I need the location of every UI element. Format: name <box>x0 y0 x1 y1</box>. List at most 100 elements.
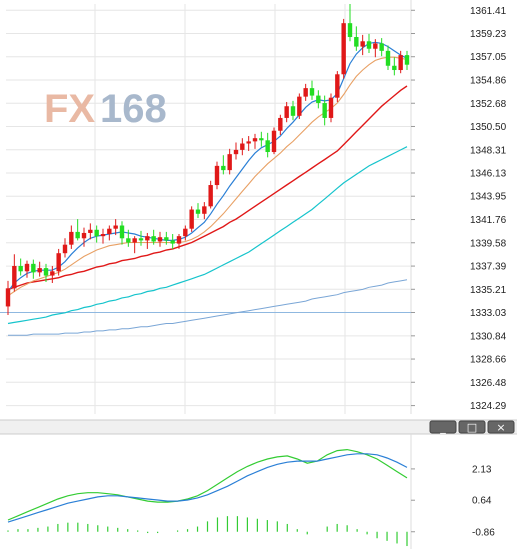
maximize-button-bg <box>458 420 486 434</box>
candle-body <box>176 236 182 244</box>
candle-body <box>18 265 23 272</box>
ma-cyan-line <box>7 146 408 325</box>
candle-body <box>126 238 131 243</box>
candle-body <box>208 185 213 207</box>
price-axis: 1361.41 1359.23 1357.05 1354.86 1352.68 1350.… <box>411 6 507 412</box>
y-tick-label: 1335.21 <box>470 285 507 296</box>
candle-body <box>88 229 93 233</box>
candle-body <box>119 225 125 239</box>
candle-body <box>100 234 106 237</box>
panel-window-buttons: _ □ × <box>429 420 515 434</box>
y-tick-label: 1350.50 <box>470 122 507 133</box>
candle-body <box>157 237 163 242</box>
candle-body <box>265 140 270 153</box>
candle-body <box>94 229 99 237</box>
minimize-button-glyph: _ <box>439 421 446 434</box>
ma-short-line <box>7 41 408 292</box>
candle-body <box>278 117 283 131</box>
ma-mid-line <box>7 56 408 297</box>
candle-body <box>24 263 30 272</box>
maximize-button[interactable]: □ <box>458 420 486 434</box>
candle-body <box>354 37 359 47</box>
y-tick-label: 1341.76 <box>470 215 507 226</box>
macd-tick-label: -0.86 <box>472 527 495 538</box>
close-button-glyph: × <box>496 421 505 434</box>
y-tick-label: 1328.66 <box>470 355 507 366</box>
candle-body <box>81 232 87 239</box>
candle-body <box>132 238 137 243</box>
candle-body <box>151 236 156 242</box>
y-tick-label: 1357.05 <box>470 52 507 63</box>
y-tick-label: 1346.13 <box>470 169 507 180</box>
y-tick-label: 1354.86 <box>470 76 507 87</box>
candle-body <box>221 165 226 171</box>
candle-body <box>316 95 321 104</box>
candle-body <box>5 288 11 307</box>
candle-body <box>398 55 403 71</box>
macd-axis: 2.13 0.64 -0.86 <box>411 464 495 538</box>
candle-body <box>303 88 308 97</box>
ma-slow-line <box>8 279 408 336</box>
candle-body <box>170 240 175 244</box>
candle-body <box>62 244 68 254</box>
candle-body <box>75 231 80 239</box>
ma-long-line <box>7 85 408 291</box>
candle-body <box>297 96 302 116</box>
candle-body <box>360 41 365 47</box>
close-button-bg <box>487 420 515 434</box>
candle-body <box>392 65 397 71</box>
candle-body <box>379 43 384 51</box>
watermark-text-168: 168 <box>100 87 167 131</box>
candle-body <box>50 271 55 276</box>
macd-series-line <box>7 453 408 523</box>
candle-body <box>12 265 17 289</box>
y-tick-label: 1348.31 <box>470 145 507 156</box>
candle-body <box>373 43 378 49</box>
candle-body <box>164 237 169 241</box>
y-tick-label: 1339.58 <box>470 238 507 249</box>
y-tick-label: 1326.48 <box>470 378 507 389</box>
candle-body <box>347 23 353 38</box>
minimize-button-bg <box>429 420 457 434</box>
candle-body <box>233 149 239 155</box>
candle-body <box>290 106 296 116</box>
candle-body <box>322 103 327 118</box>
minimize-button[interactable]: _ <box>429 420 457 434</box>
y-tick-label: 1361.41 <box>470 6 507 17</box>
maximize-button-glyph: □ <box>467 421 477 434</box>
close-button[interactable]: × <box>487 420 515 434</box>
candle-body <box>309 88 315 96</box>
candle-body <box>385 50 391 66</box>
y-tick-label: 1359.23 <box>470 29 507 40</box>
candle-body <box>189 209 194 229</box>
candlestick-series <box>5 4 410 315</box>
y-tick-label: 1343.95 <box>470 192 507 203</box>
candle-body <box>259 138 264 141</box>
y-tick-label: 1333.03 <box>470 308 507 319</box>
candle-body <box>214 165 220 186</box>
candle-body <box>252 138 258 142</box>
candle-body <box>195 209 201 214</box>
candle-body <box>271 130 277 153</box>
candle-body <box>328 97 334 118</box>
moving-average-lines <box>7 41 408 336</box>
candle-body <box>284 106 289 118</box>
panel-separator <box>0 420 517 434</box>
candle-body <box>145 236 150 241</box>
candle-body <box>246 141 251 144</box>
candle-body <box>56 253 61 272</box>
candle-body <box>43 268 49 276</box>
watermark-text-fx: FX <box>44 87 95 131</box>
candle-body <box>202 206 207 214</box>
candle-body <box>404 55 410 65</box>
candle-body <box>335 74 340 98</box>
candle-body <box>31 263 36 273</box>
candle-body <box>341 23 346 75</box>
candle-body <box>183 228 188 237</box>
macd-panel <box>0 419 517 549</box>
macd-tick-label: 0.64 <box>472 496 492 507</box>
y-tick-label: 1324.29 <box>470 401 507 412</box>
y-tick-label: 1330.84 <box>470 331 507 342</box>
candle-body <box>366 41 372 49</box>
